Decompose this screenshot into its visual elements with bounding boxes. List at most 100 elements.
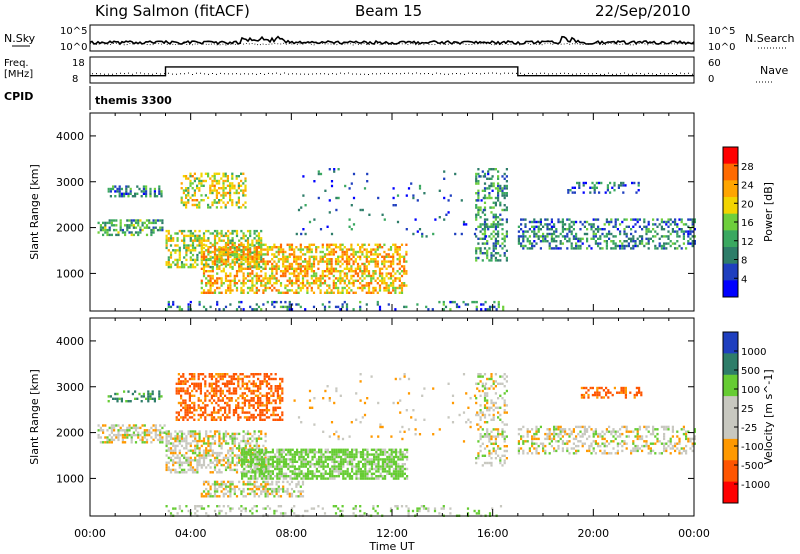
- vel-cell: [388, 458, 391, 461]
- vel-cell: [110, 438, 113, 442]
- vel-cell: [252, 373, 255, 376]
- vel-cell: [244, 495, 247, 498]
- power-cell: [242, 234, 245, 238]
- power-cell: [475, 256, 478, 260]
- power-cell: [363, 272, 366, 275]
- vel-cell: [235, 404, 238, 407]
- power-cell: [249, 305, 252, 309]
- vel-cell: [251, 447, 254, 450]
- power-cell: [215, 182, 218, 185]
- vel-cell: [174, 435, 177, 438]
- power-cell: [323, 282, 327, 285]
- vel-cell: [169, 442, 173, 445]
- vel-cell: [174, 507, 177, 510]
- power-cell: [359, 255, 362, 258]
- power-cell: [403, 267, 406, 270]
- power-cell: [271, 270, 274, 273]
- power-cell: [494, 240, 497, 243]
- vel-cell: [178, 456, 181, 460]
- power-cell: [497, 170, 500, 173]
- vel-cell: [285, 472, 288, 475]
- power-cell: [482, 196, 485, 200]
- power-cell: [313, 218, 316, 221]
- vel-cell: [355, 467, 358, 471]
- vel-cell: [227, 485, 230, 488]
- power-cell: [306, 289, 309, 292]
- power-cell: [306, 291, 309, 294]
- vel-cell: [219, 373, 222, 376]
- vel-cell: [191, 389, 194, 393]
- power-cell: [376, 277, 379, 280]
- vel-cell: [329, 470, 332, 473]
- power-ylabel: Slant Range [km]: [28, 164, 41, 260]
- vel-cell: [200, 444, 203, 448]
- vel-cell: [291, 458, 294, 461]
- power-cell: [180, 239, 184, 242]
- power-cell: [630, 237, 633, 240]
- power-cell: [215, 179, 218, 183]
- vel-cell: [165, 454, 168, 457]
- power-cell: [229, 194, 232, 197]
- power-cell: [577, 240, 580, 243]
- power-cell: [224, 203, 227, 207]
- power-cell: [477, 199, 480, 202]
- power-cell: [310, 248, 313, 251]
- power-cell: [304, 232, 307, 236]
- power-cell: [202, 239, 206, 242]
- power-cell: [251, 284, 254, 287]
- power-cell: [553, 225, 556, 228]
- vel-cell: [197, 373, 200, 376]
- power-cell: [246, 229, 250, 233]
- power-cell: [535, 235, 538, 238]
- power-cell: [255, 246, 258, 249]
- vel-cell: [145, 433, 149, 437]
- power-cell: [255, 241, 258, 245]
- power-cell: [273, 246, 276, 249]
- power-cell: [623, 244, 626, 248]
- power-cell: [501, 232, 504, 236]
- power-cell: [645, 230, 648, 233]
- vel-cell: [255, 447, 258, 450]
- power-cell: [172, 249, 175, 252]
- power-cell: [488, 168, 491, 171]
- power-cell: [652, 235, 655, 238]
- power-cell: [619, 230, 622, 233]
- vel-cell: [202, 454, 206, 457]
- power-cell: [200, 194, 203, 197]
- power-cell: [132, 226, 135, 229]
- power-cell: [218, 232, 221, 235]
- vel-cell: [353, 465, 356, 468]
- power-cell: [392, 196, 395, 200]
- vel-cell: [289, 475, 292, 478]
- power-cell: [674, 220, 677, 224]
- vel-cell: [252, 397, 255, 400]
- power-cell: [118, 187, 121, 191]
- power-cell: [257, 237, 261, 240]
- power-cell: [627, 237, 630, 240]
- power-cell: [339, 255, 342, 258]
- vel-cell: [149, 397, 152, 400]
- power-cell: [492, 244, 495, 248]
- power-cell: [220, 282, 223, 285]
- power-cell: [624, 184, 627, 187]
- vel-cell: [300, 460, 303, 463]
- vel-cell: [377, 470, 380, 473]
- vel-cell: [154, 433, 157, 437]
- vel-cell: [148, 429, 151, 432]
- vel-cell: [115, 424, 118, 427]
- power-cell: [326, 265, 329, 268]
- power-cell: [174, 232, 177, 235]
- vel-cell: [148, 431, 151, 434]
- vel-cell: [238, 480, 241, 484]
- power-cell: [367, 274, 371, 278]
- vel-cell: [210, 389, 213, 393]
- vel-cell: [186, 392, 189, 395]
- power-cell: [193, 179, 196, 183]
- vel-cell: [208, 375, 211, 378]
- power-cell: [183, 244, 186, 247]
- power-cell: [392, 255, 395, 258]
- vel-cell: [320, 465, 323, 468]
- power-cell: [645, 242, 648, 245]
- vel-cell: [226, 397, 229, 400]
- vel-cell: [208, 382, 211, 385]
